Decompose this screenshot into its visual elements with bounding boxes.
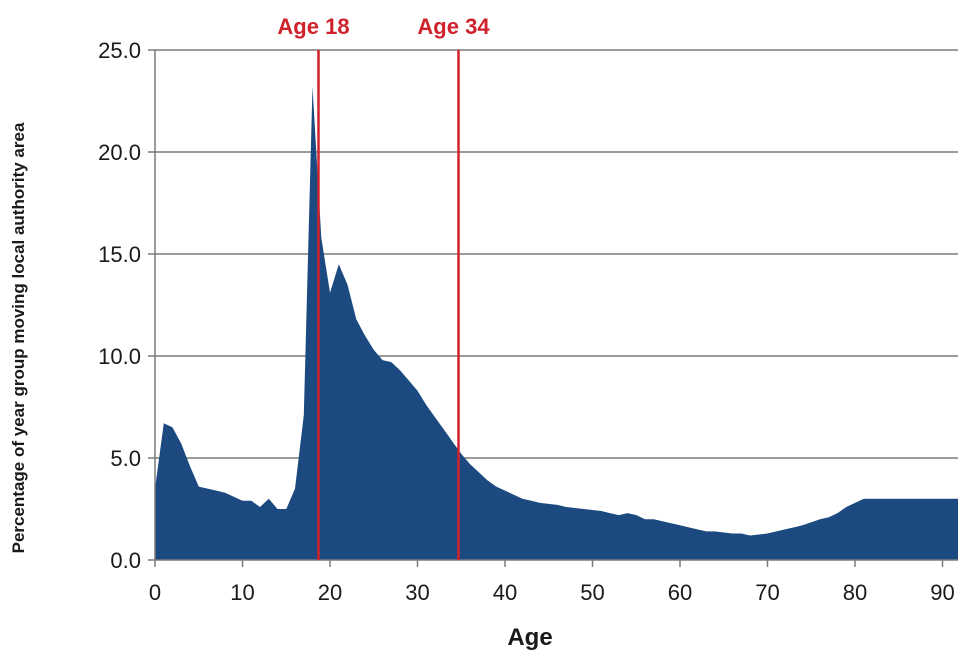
- axes: [148, 49, 958, 567]
- gridlines: [155, 49, 958, 459]
- x-tick-label: 70: [755, 580, 779, 605]
- y-axis-label: Percentage of year group moving local au…: [9, 122, 28, 553]
- x-tick-label: 50: [580, 580, 604, 605]
- area-series: [155, 86, 958, 560]
- x-tick-label: 0: [149, 580, 161, 605]
- marker-label: Age 34: [417, 14, 490, 39]
- x-tick-label: 30: [405, 580, 429, 605]
- x-tick-label: 20: [318, 580, 342, 605]
- x-tick-label: 80: [843, 580, 867, 605]
- y-tick-label: 10.0: [98, 344, 141, 369]
- x-tick-label: 90: [930, 580, 954, 605]
- y-tick-label: 20.0: [98, 140, 141, 165]
- x-axis-label: Age: [507, 624, 552, 651]
- x-tick-label: 10: [230, 580, 254, 605]
- y-tick-label: 5.0: [110, 446, 141, 471]
- x-tick-label: 40: [493, 580, 517, 605]
- y-tick-label: 15.0: [98, 242, 141, 267]
- y-tick-label: 0.0: [110, 548, 141, 573]
- area-fill: [155, 86, 958, 560]
- x-tick-label: 60: [668, 580, 692, 605]
- age-markers: Age 18 Age 34: [277, 14, 490, 560]
- y-tick-label: 25.0: [98, 38, 141, 63]
- x-tick-labels: 0 10 20 30 40 50 60 70 80 90: [149, 580, 955, 605]
- y-tick-labels: 0.0 5.0 10.0 15.0 20.0 25.0: [98, 38, 141, 573]
- marker-label: Age 18: [277, 14, 349, 39]
